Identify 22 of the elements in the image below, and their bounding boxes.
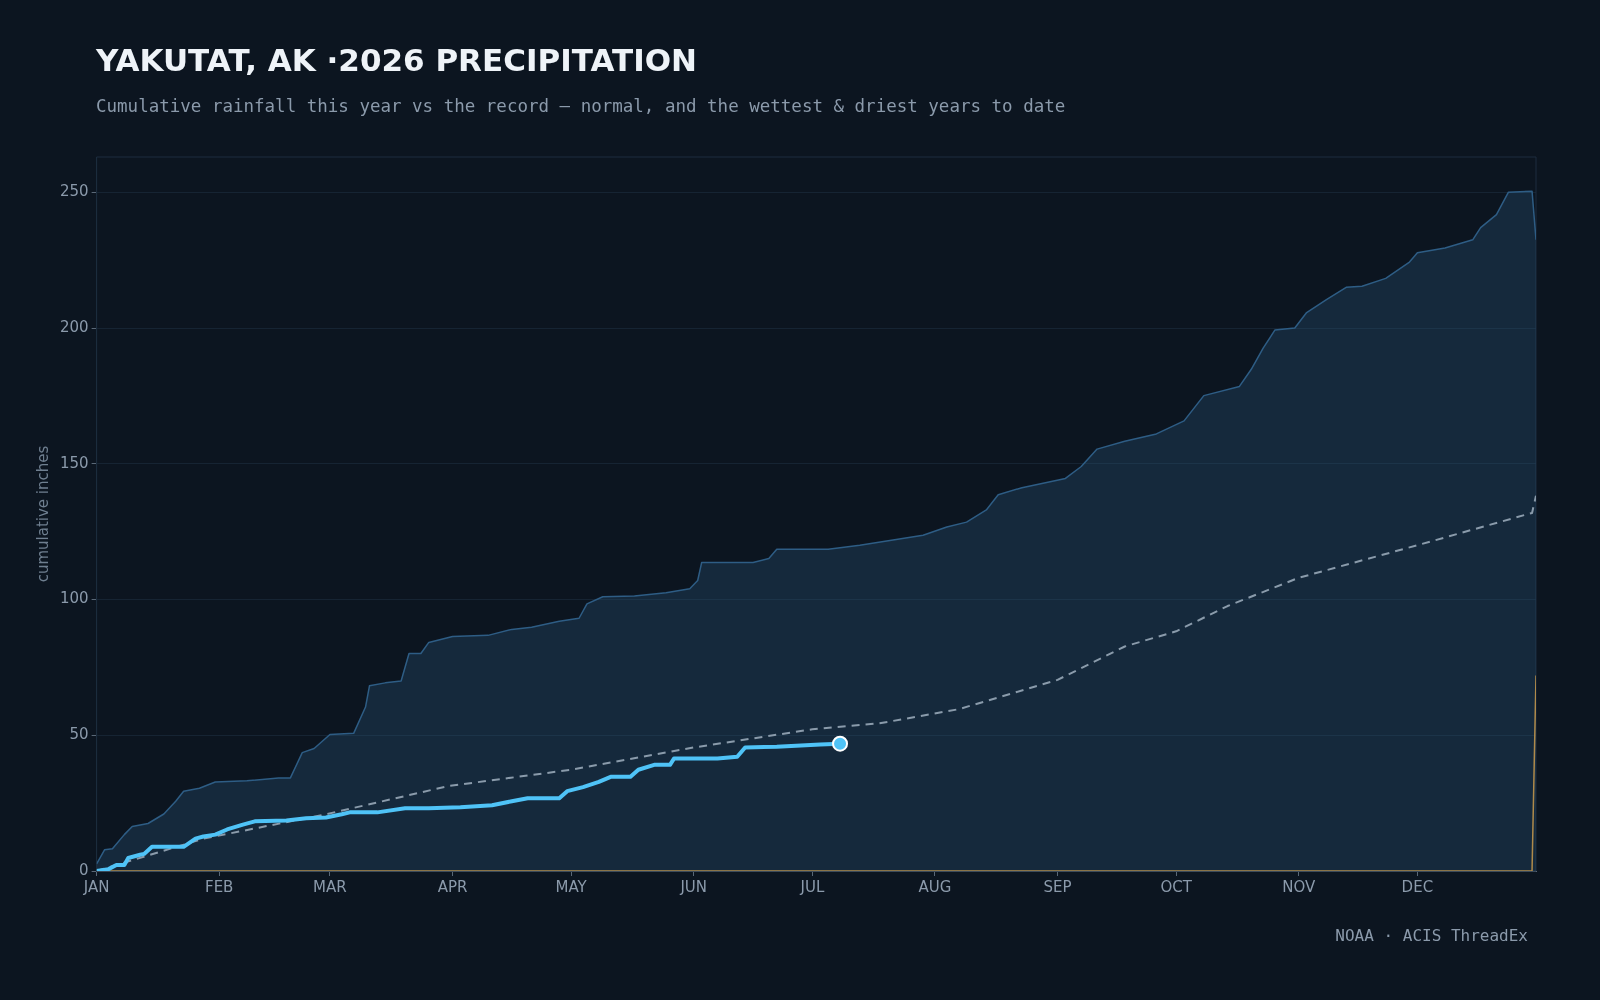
x-tick-label: FEB xyxy=(205,877,234,896)
y-tick-label: 200 xyxy=(59,317,89,336)
x-tick-label: SEP xyxy=(1043,877,1072,896)
y-tick-label: 250 xyxy=(59,182,89,201)
x-tick-label: JUL xyxy=(799,877,825,896)
chart-title: YAKUTAT, AK ·2026 PRECIPITATION xyxy=(96,42,698,78)
x-tick-label: MAY xyxy=(555,877,588,896)
y-tick-label: 100 xyxy=(59,589,89,608)
y-tick-label: 0 xyxy=(79,860,89,879)
x-tick-label: NOV xyxy=(1282,877,1316,896)
x-tick-label: JAN xyxy=(82,877,110,896)
chart-subtitle: Cumulative rainfall this year vs the record — normal, and the wettest & driest years to date xyxy=(96,96,1066,116)
x-tick-label: APR xyxy=(437,877,468,896)
y-axis-title: cumulative inches xyxy=(33,445,52,583)
x-tick-label: JUN xyxy=(679,877,708,896)
x-tick-label: OCT xyxy=(1160,877,1193,896)
x-tick-label: MAR xyxy=(313,877,347,896)
x-tick-label: DEC xyxy=(1401,877,1434,896)
y-tick-label: 50 xyxy=(69,725,89,744)
y-tick-label: 150 xyxy=(59,453,89,472)
x-tick-label: AUG xyxy=(918,877,952,896)
text: NOAA · ACIS ThreadEx xyxy=(1335,926,1529,945)
